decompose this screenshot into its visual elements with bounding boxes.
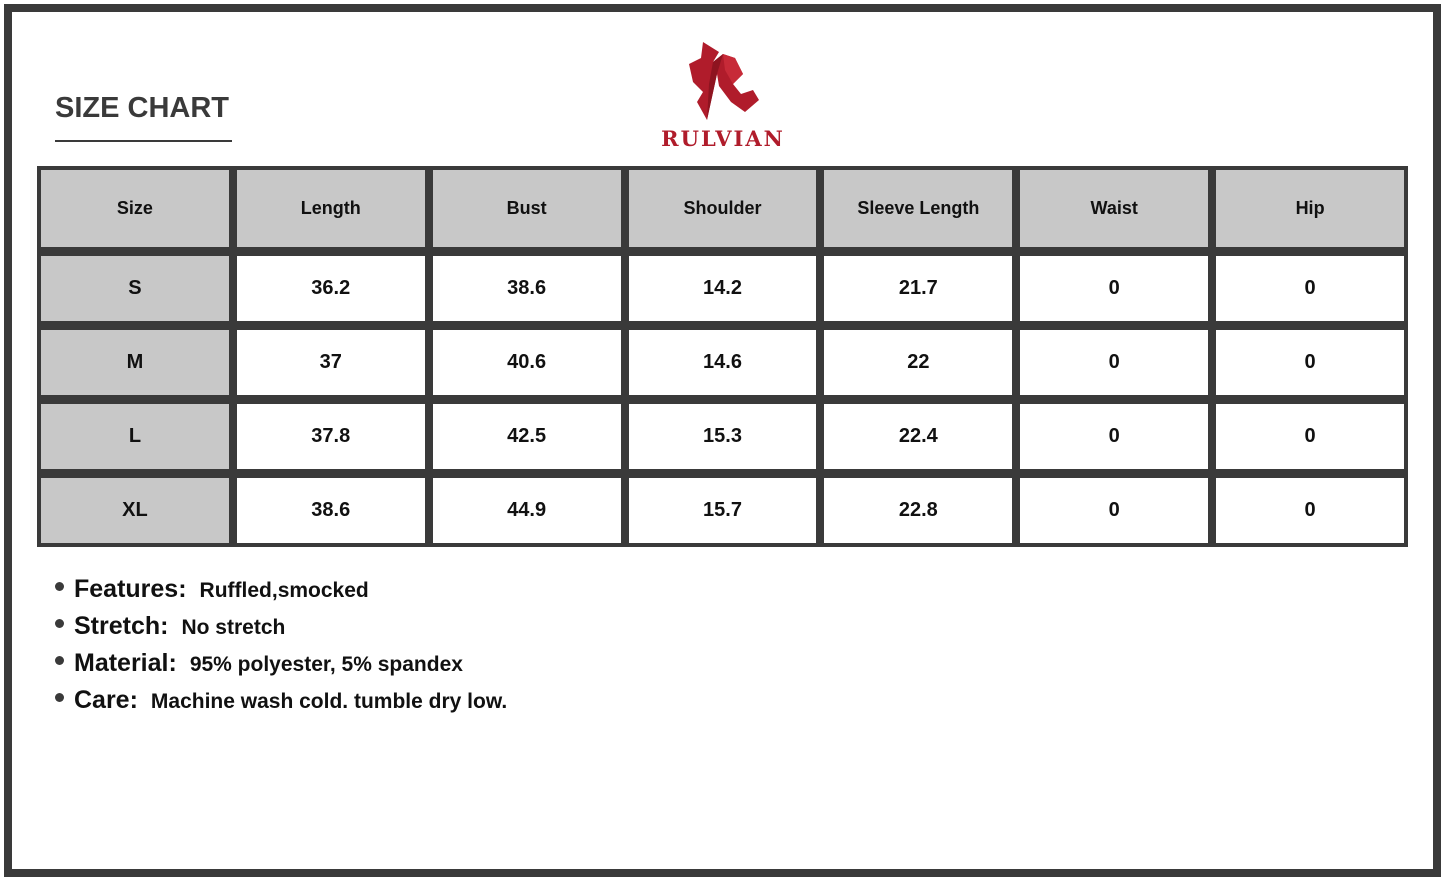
measurement-cell: 21.7: [824, 256, 1013, 321]
size-label-cell: L: [41, 404, 229, 469]
detail-label: Material:: [74, 649, 177, 677]
brand-logo: RULVIAN: [650, 40, 796, 152]
column-header: Waist: [1020, 170, 1209, 247]
page-title: SIZE CHART: [55, 92, 229, 124]
measurement-cell: 40.6: [432, 330, 621, 395]
size-label-cell: M: [41, 330, 229, 395]
detail-value: No stretch: [181, 616, 286, 639]
detail-item: Care: Machine wash cold. tumble dry low.: [55, 686, 507, 723]
measurement-cell: 38.6: [236, 478, 425, 543]
column-header: Bust: [432, 170, 621, 247]
measurement-cell: 0: [1216, 478, 1404, 543]
measurement-cell: 14.6: [628, 330, 817, 395]
measurement-cell: 0: [1020, 256, 1209, 321]
measurement-cell: 15.7: [628, 478, 817, 543]
size-table: Size Length Bust Shoulder Sleeve Length Waist…: [37, 166, 1408, 547]
bullet-icon: [55, 582, 64, 591]
column-header: Shoulder: [628, 170, 817, 247]
measurement-cell: 37.8: [236, 404, 425, 469]
measurement-cell: 22.4: [824, 404, 1013, 469]
measurement-cell: 22.8: [824, 478, 1013, 543]
measurement-cell: 37: [236, 330, 425, 395]
measurement-cell: 44.9: [432, 478, 621, 543]
detail-value: Machine wash cold. tumble dry low.: [150, 690, 508, 713]
logo-r-icon: [689, 42, 759, 120]
measurement-cell: 36.2: [236, 256, 425, 321]
detail-value: Ruffled,smocked: [199, 579, 369, 602]
detail-item: Material: 95% polyester, 5% spandex: [55, 649, 507, 686]
measurement-cell: 0: [1020, 404, 1209, 469]
measurement-cell: 0: [1020, 478, 1209, 543]
measurement-cell: 15.3: [628, 404, 817, 469]
measurement-cell: 38.6: [432, 256, 621, 321]
brand-name: RULVIAN: [661, 126, 785, 151]
column-header: Size: [41, 170, 229, 247]
measurement-cell: 22: [824, 330, 1013, 395]
bullet-icon: [55, 656, 64, 665]
detail-value: 95% polyester, 5% spandex: [189, 653, 463, 676]
bullet-icon: [55, 619, 64, 628]
product-details: Features: Ruffled,smocked Stretch: No stret…: [55, 575, 507, 723]
bullet-icon: [55, 693, 64, 702]
title-underline: [55, 140, 232, 142]
column-header: Sleeve Length: [824, 170, 1013, 247]
size-label-cell: S: [41, 256, 229, 321]
detail-item: Stretch: No stretch: [55, 612, 507, 649]
measurement-cell: 0: [1216, 404, 1404, 469]
measurement-cell: 14.2: [628, 256, 817, 321]
size-label-cell: XL: [41, 478, 229, 543]
measurement-cell: 0: [1216, 256, 1404, 321]
column-header: Hip: [1216, 170, 1404, 247]
detail-label: Stretch:: [74, 612, 169, 640]
column-header: Length: [236, 170, 425, 247]
measurement-cell: 0: [1020, 330, 1209, 395]
detail-label: Care:: [74, 686, 138, 714]
detail-item: Features: Ruffled,smocked: [55, 575, 507, 612]
measurement-cell: 0: [1216, 330, 1404, 395]
measurement-cell: 42.5: [432, 404, 621, 469]
detail-label: Features:: [74, 575, 187, 603]
